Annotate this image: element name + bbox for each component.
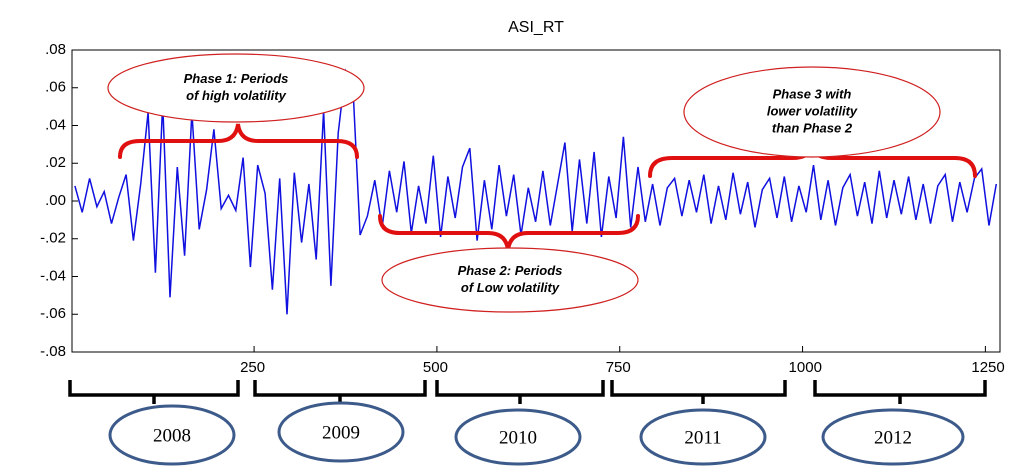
year-label: 2010 — [499, 427, 537, 448]
y-tick-label: .00 — [45, 192, 66, 209]
x-tick-label: 1000 — [789, 359, 822, 376]
y-tick-label: -.04 — [40, 267, 66, 284]
annotation-text: Phase 3 with — [773, 86, 852, 101]
y-tick-label: .04 — [45, 116, 66, 133]
annotation-text: lower volatility — [767, 103, 858, 118]
phase-ellipses — [107, 53, 941, 313]
annotation-text: than Phase 2 — [772, 120, 853, 135]
annotation-text: Phase 2: Periods — [458, 263, 563, 278]
year-label: 2009 — [322, 422, 360, 443]
annotation-text: Phase 1: Periods — [184, 71, 289, 86]
series-line — [74, 68, 998, 315]
y-tick-label: -.08 — [40, 343, 66, 360]
x-tick-label: 1250 — [971, 359, 1004, 376]
y-tick-label: .06 — [45, 79, 66, 96]
x-tick-label: 250 — [240, 359, 265, 376]
year-ellipses — [108, 401, 965, 466]
y-tick-label: -.06 — [40, 305, 66, 322]
year-label: 2012 — [874, 427, 912, 448]
annotation-text: of high volatility — [186, 88, 286, 103]
y-tick-label: .08 — [45, 41, 66, 58]
year-label: 2008 — [153, 425, 191, 446]
chart-title: ASI_RT — [508, 19, 564, 36]
y-tick-label: -.02 — [40, 230, 66, 247]
annotation-text: of Low volatility — [461, 280, 560, 295]
x-tick-label: 500 — [423, 359, 448, 376]
year-brackets — [68, 380, 987, 404]
x-tick-label: 750 — [606, 359, 631, 376]
year-label: 2011 — [684, 427, 721, 448]
y-tick-label: .02 — [45, 154, 66, 171]
